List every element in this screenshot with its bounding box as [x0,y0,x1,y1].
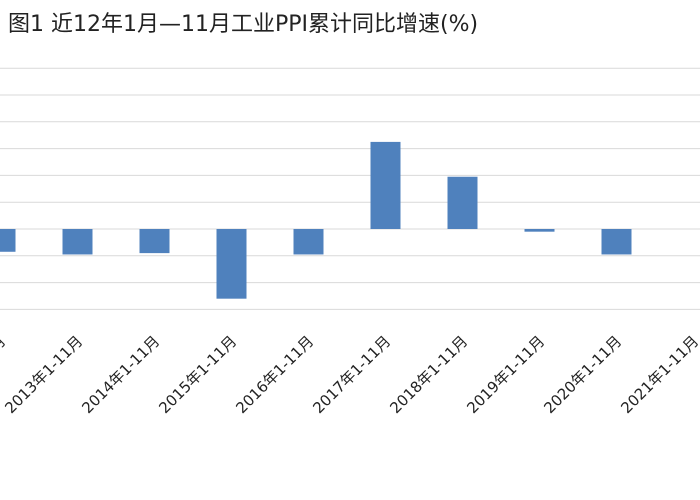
x-tick-label: 2016年1-11月 [232,332,317,417]
chart-title: 图1 近12年1月—11月工业PPI累计同比增速(%) [8,12,479,37]
bar [139,229,170,254]
bar [0,229,16,252]
bar [293,229,324,255]
bar [216,229,247,299]
bar [601,229,632,255]
x-tick-label: 2014年1-11月 [78,332,163,417]
x-tick-label: 2019年1-11月 [463,332,548,417]
x-tick-label: 2013年1-11月 [1,332,86,417]
x-tick-label: 2017年1-11月 [309,332,394,417]
x-tick-label: 2015年1-11月 [155,332,240,417]
bar [62,229,93,255]
x-tick-label: 2018年1-11月 [386,332,471,417]
x-tick-label: 2021年1-11月 [617,332,700,417]
bar [447,176,478,229]
bar [370,141,401,229]
bar [524,229,555,232]
x-tick-label: 2020年1-11月 [540,332,625,417]
